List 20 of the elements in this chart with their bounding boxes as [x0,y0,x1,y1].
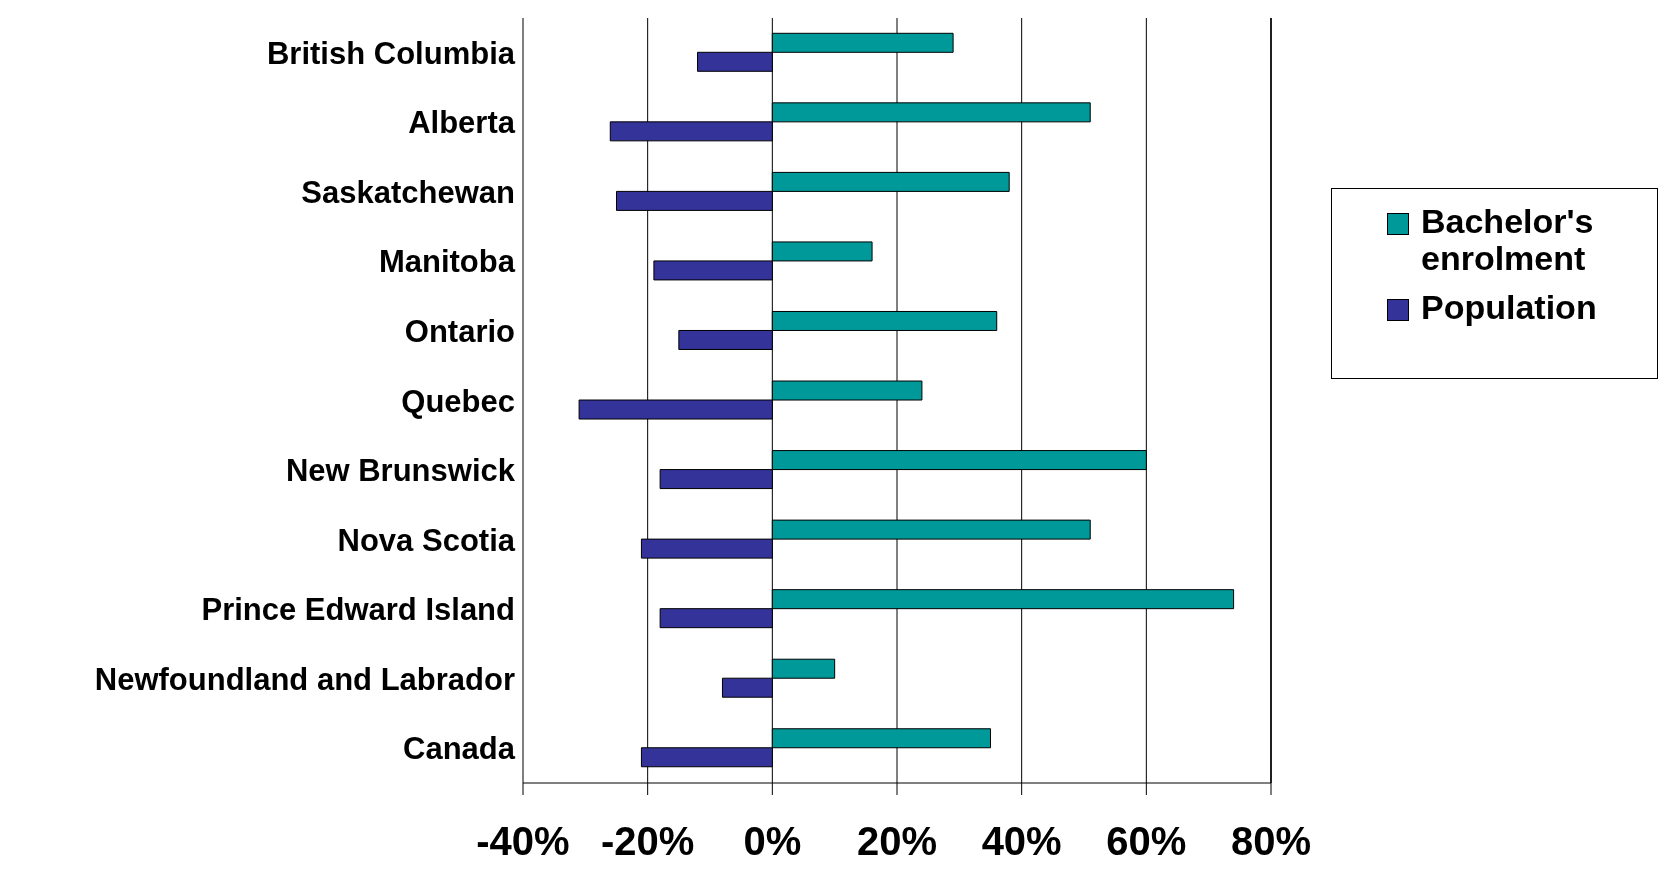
y-tick-label: British Columbia [266,35,516,71]
x-tick-label: 40% [981,819,1062,864]
x-tick-label: 60% [1106,819,1187,864]
x-tick-label: 80% [1230,819,1312,864]
x-tick-label: 20% [856,819,938,864]
y-tick-label: Prince Edward Island [201,592,515,628]
y-tick-label: Ontario [404,313,515,349]
y-tick-label: Nova Scotia [337,522,516,558]
y-tick-label: New Brunswick [285,453,516,489]
y-tick-label: Alberta [408,105,516,141]
y-tick-label: Canada [403,731,516,767]
legend-label: Bachelor's enrolment [1421,202,1595,277]
y-tick-label: Newfoundland and Labrador [94,661,515,697]
x-tick-label: -40% [476,819,570,864]
legend-label: Population [1421,288,1597,326]
x-tick-label: 0% [743,819,802,864]
y-tick-label: Manitoba [378,244,516,280]
y-tick-label: Saskatchewan [301,174,515,210]
x-tick-label: -20% [600,819,695,864]
y-tick-label: Quebec [401,383,515,419]
